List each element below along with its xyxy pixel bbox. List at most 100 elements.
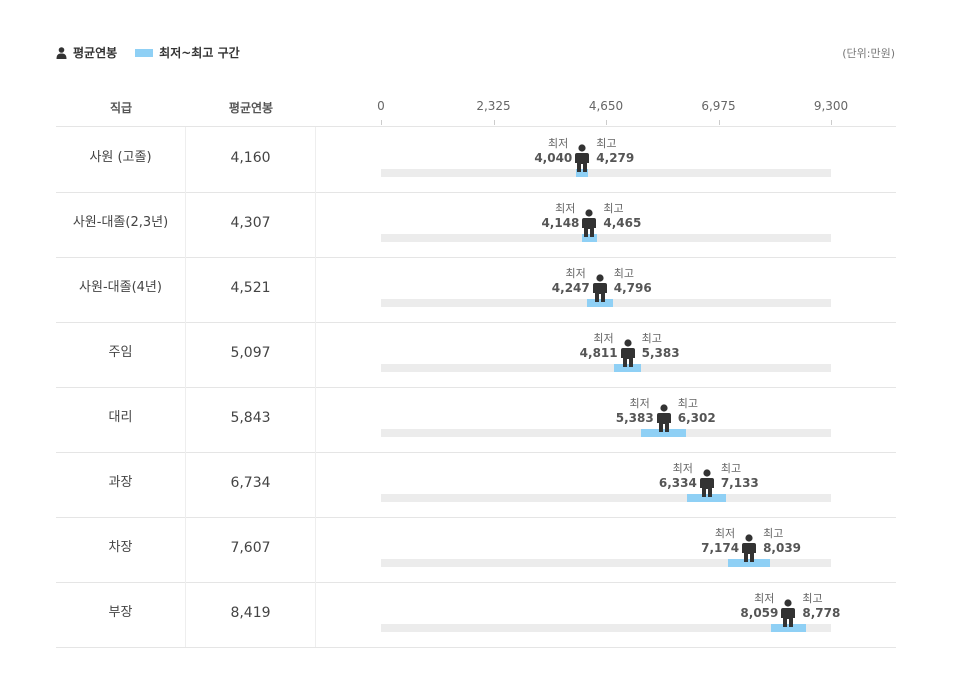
min-value: 4,247 [551, 281, 590, 295]
avg-person-marker [592, 274, 608, 303]
range-track [381, 429, 831, 437]
range-track [381, 169, 831, 177]
tick-mark [606, 120, 607, 125]
tick-label: 9,300 [813, 99, 849, 113]
max-value: 4,279 [596, 151, 635, 165]
avg-person-marker [741, 534, 757, 563]
legend: 평균연봉 최저~최고 구간 [56, 44, 258, 61]
table-row: 주임 5,097 최저 4,811 최고 5,383 [56, 322, 896, 388]
avg-person-marker [780, 599, 796, 628]
tick-label: 6,975 [701, 99, 736, 113]
max-label: 최고 [720, 462, 742, 475]
legend-avg-label: 평균연봉 [73, 46, 118, 60]
max-value: 8,039 [763, 541, 802, 555]
header-avg: 평균연봉 [228, 101, 274, 115]
min-value: 7,174 [701, 541, 740, 555]
max-value: 6,302 [677, 411, 716, 425]
avg-salary-cell: 4,307 [186, 192, 316, 257]
avg-salary-cell: 6,734 [186, 452, 316, 517]
avg-salary-cell: 4,521 [186, 257, 316, 322]
table-header: 직급 평균연봉 0 2,325 4,650 6,975 9,300 [56, 92, 896, 127]
max-label: 최고 [763, 527, 784, 540]
range-bar [641, 429, 686, 437]
avg-person-marker [699, 469, 715, 498]
avg-salary-cell: 4,160 [186, 127, 316, 192]
max-label: 최고 [677, 397, 698, 410]
rank-cell: 주임 [56, 322, 186, 387]
tick-label: 2,325 [476, 99, 511, 113]
min-label: 최저 [629, 397, 650, 410]
avg-salary-cell: 8,419 [186, 582, 316, 647]
range-track [381, 494, 831, 502]
rank-cell: 부장 [56, 582, 186, 647]
avg-salary-cell: 7,607 [186, 517, 316, 582]
tick-mark [493, 120, 495, 125]
table-row: 부장 8,419 최저 8,059 최고 8,778 [56, 582, 896, 648]
min-label: 최저 [672, 462, 693, 475]
max-value: 5,383 [641, 346, 680, 360]
tick-mark [718, 120, 720, 125]
rank-cell: 대리 [56, 387, 186, 452]
rank-cell: 차장 [56, 517, 186, 582]
avg-salary-cell: 5,843 [186, 387, 316, 452]
range-track [381, 559, 831, 567]
rank-cell: 사원 (고졸) [56, 127, 186, 192]
table-row: 과장 6,734 최저 6,334 최고 7,133 [56, 452, 896, 518]
tick-label: 4,650 [588, 99, 624, 113]
legend-avg: 평균연봉 [56, 44, 117, 61]
table-row: 사원-대졸(2,3년) 4,307 최저 4,148 최고 4,465 [56, 192, 896, 258]
range-bar [770, 624, 806, 632]
max-label: 최고 [603, 202, 624, 215]
avg-person-marker [574, 144, 590, 173]
max-label: 최고 [802, 592, 823, 605]
min-label: 최저 [565, 267, 586, 280]
unit-label: (단위:만원) [842, 47, 895, 60]
table-row: 사원-대졸(4년) 4,521 최저 4,247 최고 4,796 [56, 257, 896, 323]
range-bar [728, 559, 770, 567]
min-value: 5,383 [615, 411, 654, 425]
min-value: 6,334 [658, 476, 697, 490]
range-swatch [135, 48, 154, 57]
avg-salary-cell: 5,097 [186, 322, 316, 387]
range-bar [581, 234, 598, 242]
min-label: 최저 [548, 137, 569, 150]
max-label: 최고 [613, 267, 634, 280]
table-row: 대리 5,843 최저 5,383 최고 6,302 [56, 387, 896, 453]
range-track [381, 624, 831, 632]
max-label: 최고 [641, 332, 662, 345]
range-track [381, 364, 831, 372]
tick-mark [381, 120, 382, 125]
max-value: 7,133 [720, 476, 759, 490]
avg-person-marker [581, 209, 597, 238]
max-label: 최고 [596, 137, 617, 150]
rank-cell: 사원-대졸(4년) [56, 257, 186, 322]
max-value: 4,796 [613, 281, 652, 295]
min-value: 4,040 [534, 151, 573, 165]
legend-range-label: 최저~최고 구간 [159, 46, 240, 60]
avg-person-marker [656, 404, 672, 433]
table-row: 사원 (고졸) 4,160 최저 4,040 최고 4,279 [56, 127, 896, 193]
avg-person-marker [620, 339, 636, 368]
min-value: 8,059 [740, 606, 779, 620]
rank-cell: 과장 [56, 452, 186, 517]
min-value: 4,148 [541, 216, 580, 230]
min-label: 최저 [593, 332, 614, 345]
tick-mark [831, 120, 832, 125]
max-value: 8,778 [802, 606, 841, 620]
rank-cell: 사원-대졸(2,3년) [56, 192, 186, 257]
min-label: 최저 [555, 202, 576, 215]
tick-label: 0 [377, 99, 385, 113]
range-track [381, 234, 831, 242]
min-label: 최저 [754, 592, 775, 605]
person-icon [56, 46, 67, 59]
min-value: 4,811 [579, 346, 618, 360]
range-bar [576, 169, 589, 177]
legend-range: 최저~최고 구간 [135, 44, 240, 61]
range-bar [613, 364, 642, 372]
max-value: 4,465 [603, 216, 642, 230]
table-row: 차장 7,607 최저 7,174 최고 8,039 [56, 517, 896, 583]
range-bar [586, 299, 614, 307]
header-rank: 직급 [109, 101, 133, 115]
range-bar [687, 494, 727, 502]
